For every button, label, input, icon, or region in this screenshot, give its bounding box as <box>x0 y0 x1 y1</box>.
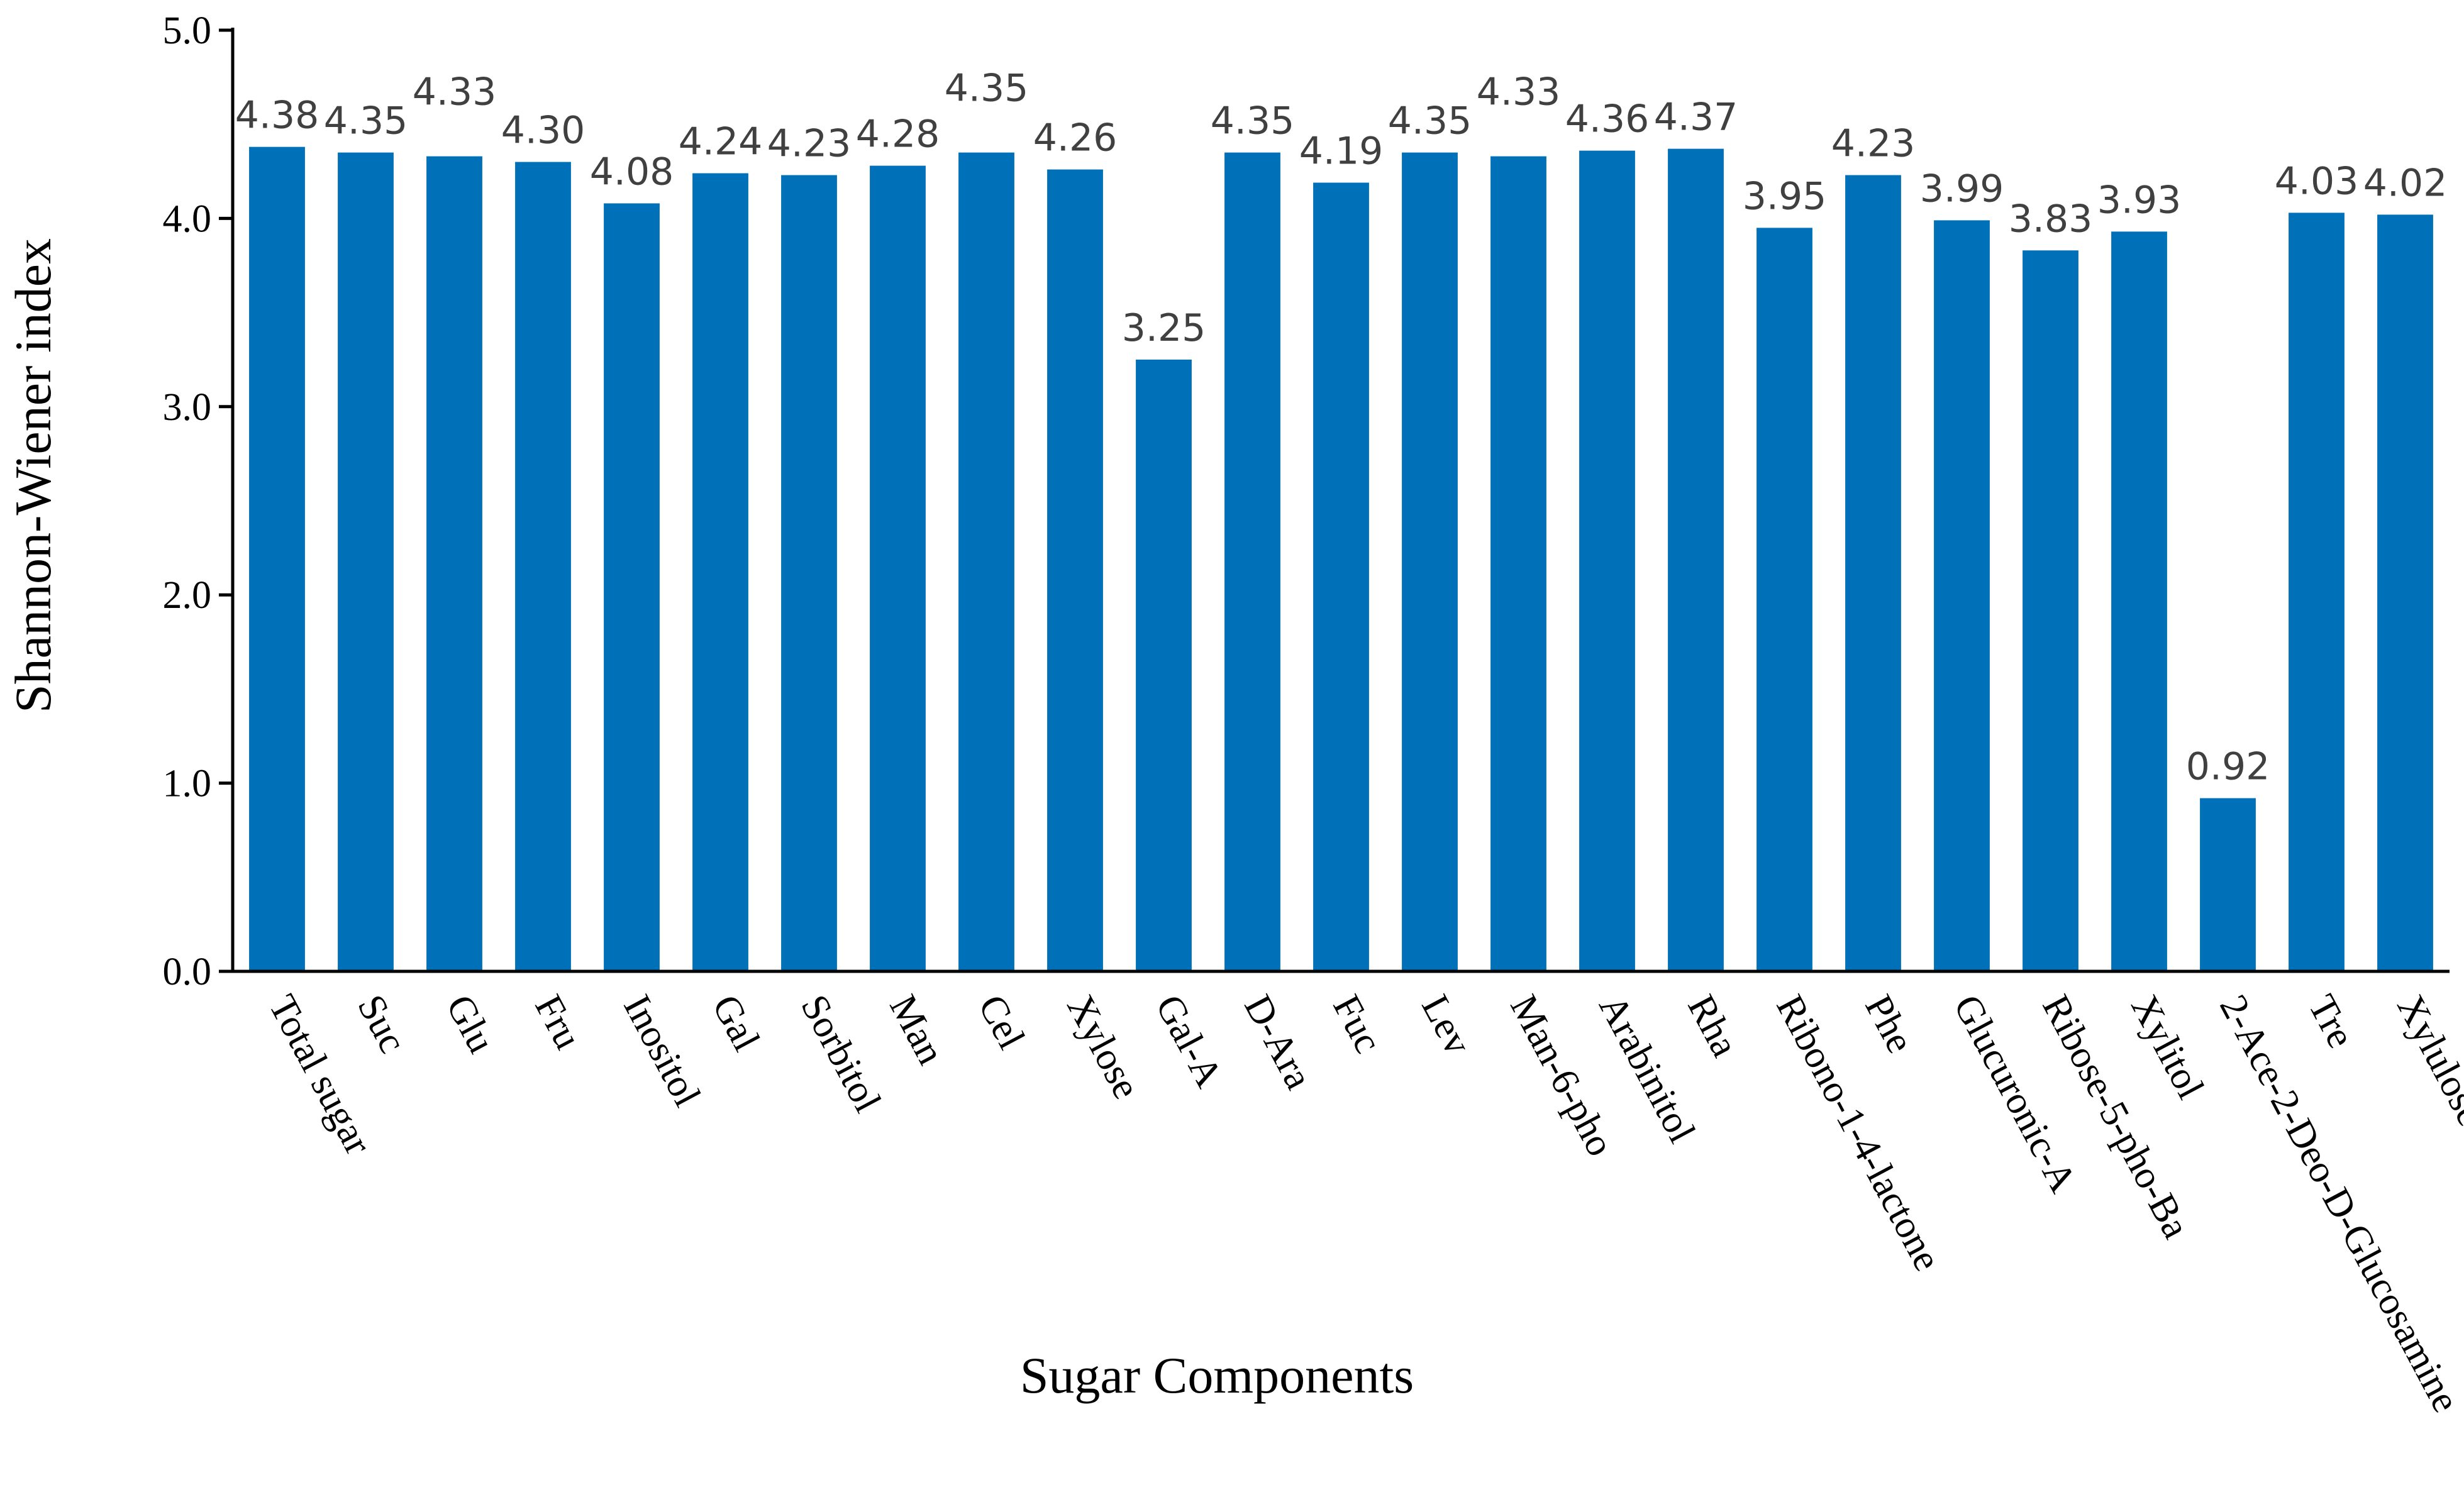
x-category-label: Xylulose <box>2389 988 2464 1133</box>
x-category-label: Rha <box>1679 988 1746 1064</box>
x-category-label: Phe <box>1856 988 1922 1060</box>
x-category-label: Ribono-1-4-lactone <box>1768 988 1949 1278</box>
y-tick-label: 4.0 <box>163 197 212 240</box>
data-label: 3.95 <box>1743 174 1827 218</box>
data-label: 3.25 <box>1122 306 1206 350</box>
bar-gal <box>692 173 748 972</box>
bar-man-6-pho <box>1490 156 1546 971</box>
x-category-label: Lev <box>1413 988 1479 1062</box>
bar-tre <box>2289 213 2345 972</box>
data-label: 4.23 <box>767 122 852 166</box>
data-label: 3.93 <box>2097 178 2182 222</box>
x-category-label: Gal <box>704 988 768 1058</box>
x-category-label: Man <box>881 988 952 1071</box>
x-category-label: Glu <box>438 988 503 1060</box>
data-label: 3.99 <box>1920 167 2004 211</box>
y-tick-label: 2.0 <box>163 574 212 617</box>
data-labels: 4.38 4.354.334.304.084.24 4.23 4.284.354.26… <box>235 67 2448 789</box>
x-category-label: Xylose <box>1058 988 1148 1106</box>
bar-man <box>870 165 926 971</box>
bar-d-ara <box>1224 152 1280 972</box>
x-category-label: Xylitol <box>2123 988 2212 1106</box>
bar-sorbitol <box>781 175 837 972</box>
data-label: 4.23 <box>1831 122 1916 166</box>
bar-ribose-5-pho-ba <box>2023 250 2078 972</box>
data-label: 4.35 <box>945 67 1029 111</box>
bar-2-ace-2-deo-d-glucosamine <box>2200 798 2256 971</box>
data-label: 4.38 <box>235 94 319 138</box>
x-category-label: Tre <box>2300 988 2362 1055</box>
data-label: 4.03 <box>2275 159 2359 203</box>
x-category-label: D-Ara <box>1236 988 1320 1096</box>
y-tick-label: 5.0 <box>163 9 212 52</box>
data-label: 0.92 <box>2186 745 2270 789</box>
data-label: 4.35 <box>324 99 408 143</box>
bar-inositol <box>604 203 660 971</box>
data-label: 3.83 <box>2009 197 2093 241</box>
x-axis-title: Sugar Components <box>1020 1347 1414 1404</box>
bar-total-sugar <box>249 146 305 971</box>
bar-xylulose <box>2377 214 2433 971</box>
bar-fuc <box>1313 182 1369 971</box>
data-label: 4.02 <box>2363 161 2448 205</box>
bar-arabinitol <box>1579 150 1635 972</box>
data-label: 4.24 <box>679 120 763 164</box>
x-category-label: Sorbitol <box>792 988 889 1119</box>
bar-gal-a <box>1136 359 1192 971</box>
bar-lev <box>1402 152 1458 972</box>
data-label: 4.36 <box>1565 97 1650 141</box>
x-category-label: Fuc <box>1324 988 1390 1060</box>
y-tick-label: 1.0 <box>163 763 212 805</box>
data-label: 4.35 <box>1388 99 1472 143</box>
bar-glucuronic-a <box>1934 220 1990 971</box>
bar-phe <box>1845 175 1901 972</box>
bar-rha <box>1668 148 1724 972</box>
x-category-label: Fru <box>526 988 589 1056</box>
y-tick-label: 3.0 <box>163 386 212 429</box>
bars <box>249 146 2433 972</box>
x-category-label: Cel <box>970 988 1033 1056</box>
data-label: 4.33 <box>413 70 497 114</box>
bar-xylose <box>1047 169 1103 971</box>
bar-glu <box>426 156 482 971</box>
x-category-label: Suc <box>349 988 414 1060</box>
data-label: 4.08 <box>590 150 674 194</box>
bar-xylitol <box>2111 231 2167 971</box>
bar-cel <box>958 152 1014 972</box>
bar-ribono-1-4-lactone <box>1756 228 1812 971</box>
data-label: 4.37 <box>1654 96 1738 140</box>
data-label: 4.35 <box>1211 99 1295 143</box>
bar-suc <box>338 152 394 972</box>
y-axis-title: Shannon-Wiener index <box>4 238 62 713</box>
y-axis-ticks: 0.0 1.0 2.0 3.0 4.0 5.0 <box>163 9 233 993</box>
y-tick-label: 0.0 <box>163 951 212 993</box>
data-label: 4.30 <box>501 109 585 153</box>
data-label: 4.19 <box>1299 130 1384 174</box>
x-category-label: Gal-A <box>1147 988 1231 1095</box>
x-category-label: Inositol <box>615 988 709 1113</box>
bar-fru <box>515 162 571 972</box>
data-label: 4.28 <box>856 113 940 157</box>
data-label: 4.26 <box>1033 116 1118 160</box>
data-label: 4.33 <box>1477 70 1561 114</box>
